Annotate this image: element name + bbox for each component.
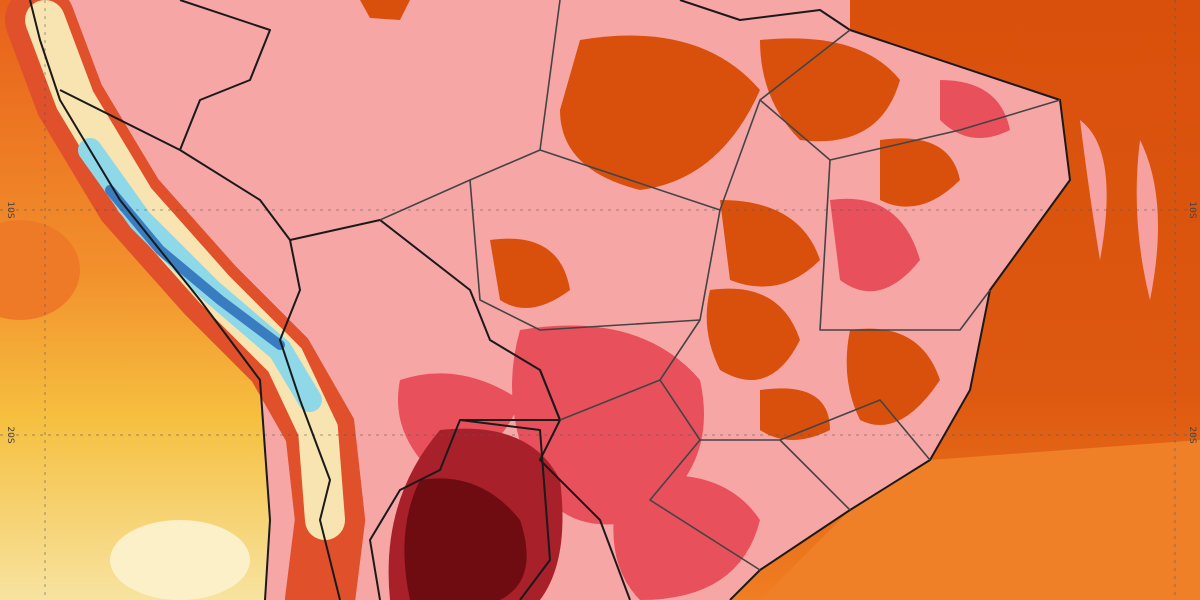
red-patch <box>940 80 1010 138</box>
warm-patch <box>0 220 80 320</box>
red-patch <box>830 198 920 292</box>
coastline <box>29 0 271 600</box>
hot-patch <box>490 238 570 308</box>
hot-patch <box>760 38 900 142</box>
state-border <box>539 29 851 211</box>
latitude-label: 10S <box>1187 201 1197 218</box>
state-borders <box>379 0 1061 571</box>
red-patch <box>613 475 760 600</box>
country-border <box>179 0 271 151</box>
hot-patch <box>706 288 800 380</box>
state-border <box>559 379 761 571</box>
country-border <box>59 89 341 600</box>
red-patch <box>512 325 704 525</box>
state-border <box>779 399 931 461</box>
latitude-label: 20S <box>1187 426 1197 443</box>
cool-patch <box>110 520 250 600</box>
extreme-hot-patch <box>404 478 527 600</box>
state-border <box>659 209 851 511</box>
state-border <box>819 159 991 331</box>
state-border <box>469 179 701 331</box>
hot-patch <box>720 200 820 287</box>
coastline <box>729 29 1071 600</box>
latitude-label: 20S <box>5 426 15 443</box>
hot-patch <box>360 0 410 20</box>
cloud-streak <box>1080 120 1158 300</box>
country-border <box>459 419 551 600</box>
latitude-label: 10S <box>5 201 15 218</box>
hot-patch <box>846 328 940 425</box>
hot-patch <box>560 35 760 190</box>
hot-patch <box>880 138 960 207</box>
country-border <box>679 0 851 31</box>
andes <box>5 0 366 600</box>
hot-patches <box>360 0 960 440</box>
state-border <box>759 99 1061 161</box>
state-border <box>379 0 561 221</box>
warm-ocean-patch <box>760 440 1200 600</box>
